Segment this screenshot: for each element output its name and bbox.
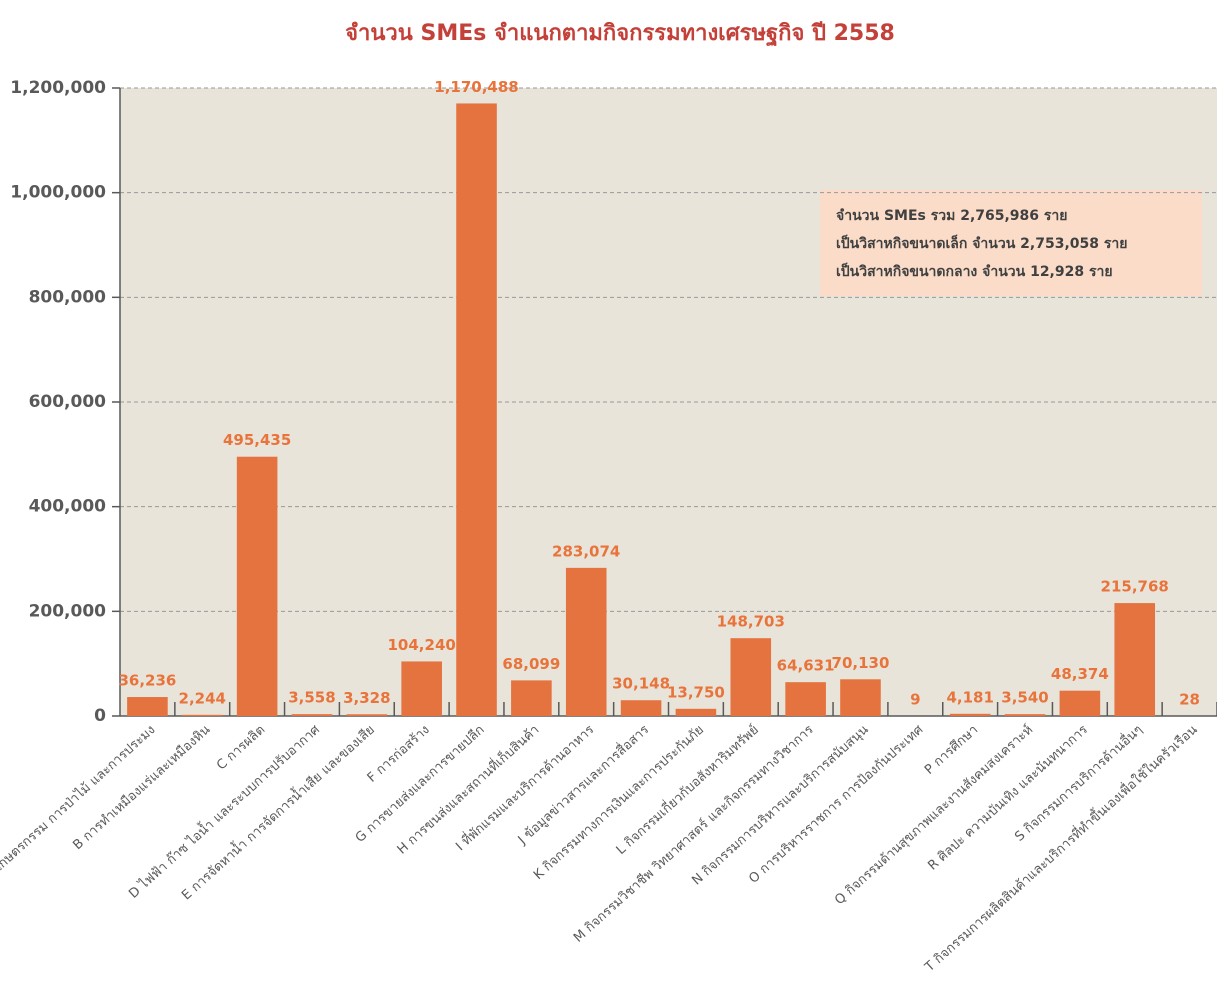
bar — [347, 714, 388, 716]
x-tick-label: Q กิจกรรมด้านสุขภาพและงานสังคมสงเคราะห์ — [832, 722, 1037, 908]
value-label: 3,558 — [288, 689, 335, 707]
value-label: 148,703 — [717, 613, 785, 631]
bar — [237, 457, 278, 716]
value-label: 3,540 — [1001, 689, 1048, 707]
bar — [1060, 691, 1101, 716]
annotation: จำนวน SMEs รวม 2,765,986 ราย — [836, 208, 1068, 224]
bar — [1005, 714, 1046, 716]
y-tick-label: 600,000 — [29, 392, 107, 412]
bar — [511, 680, 552, 716]
value-label: 36,236 — [118, 672, 176, 690]
value-label: 4,181 — [946, 688, 993, 706]
value-label: 28 — [1179, 690, 1200, 708]
value-label: 64,631 — [777, 657, 835, 675]
bar — [456, 103, 497, 716]
y-tick-label: 1,200,000 — [10, 78, 106, 98]
x-tick-label: C การผลิต — [214, 722, 268, 773]
annotation: เป็นวิสาหกิจขนาดเล็ก จำนวน 2,753,058 ราย — [836, 234, 1127, 252]
bar — [950, 714, 991, 716]
bar — [182, 715, 223, 716]
bar — [401, 661, 442, 716]
bar — [566, 568, 607, 716]
y-tick-label: 0 — [94, 706, 106, 726]
bar — [676, 709, 717, 716]
y-tick-label: 200,000 — [29, 601, 107, 621]
value-label: 30,148 — [612, 675, 670, 693]
y-tick-label: 800,000 — [29, 287, 107, 307]
x-tick-label: E การจัดหาน้ำ การจัดการน้ำเสีย และของเสี… — [177, 720, 378, 903]
bar — [127, 697, 168, 716]
bar — [621, 700, 662, 716]
value-label: 1,170,488 — [434, 78, 518, 96]
bar — [1114, 603, 1155, 716]
y-tick-label: 1,000,000 — [10, 183, 106, 203]
bar — [840, 679, 881, 716]
bar — [785, 682, 826, 716]
x-tick-label: D ไฟฟ้า ก๊าซ ไอน้ำ และระบบการปรับอากาศ — [124, 720, 323, 902]
value-label: 48,374 — [1051, 665, 1109, 683]
value-label: 9 — [910, 690, 920, 708]
value-label: 3,328 — [343, 689, 390, 707]
value-label: 283,074 — [552, 542, 620, 560]
value-label: 215,768 — [1101, 578, 1169, 596]
bar — [730, 638, 771, 716]
value-label: 104,240 — [388, 636, 456, 654]
value-label: 495,435 — [223, 431, 291, 449]
value-label: 70,130 — [832, 654, 890, 672]
y-tick-label: 400,000 — [29, 497, 107, 517]
value-label: 13,750 — [667, 683, 725, 701]
bar — [292, 714, 333, 716]
value-label: 2,244 — [179, 689, 226, 707]
value-label: 68,099 — [502, 655, 560, 673]
chart-title: จำนวน SMEs จำแนกตามกิจกรรมทางเศรษฐกิจ ปี… — [345, 21, 895, 47]
annotation: เป็นวิสาหกิจขนาดกลาง จำนวน 12,928 ราย — [836, 262, 1113, 280]
